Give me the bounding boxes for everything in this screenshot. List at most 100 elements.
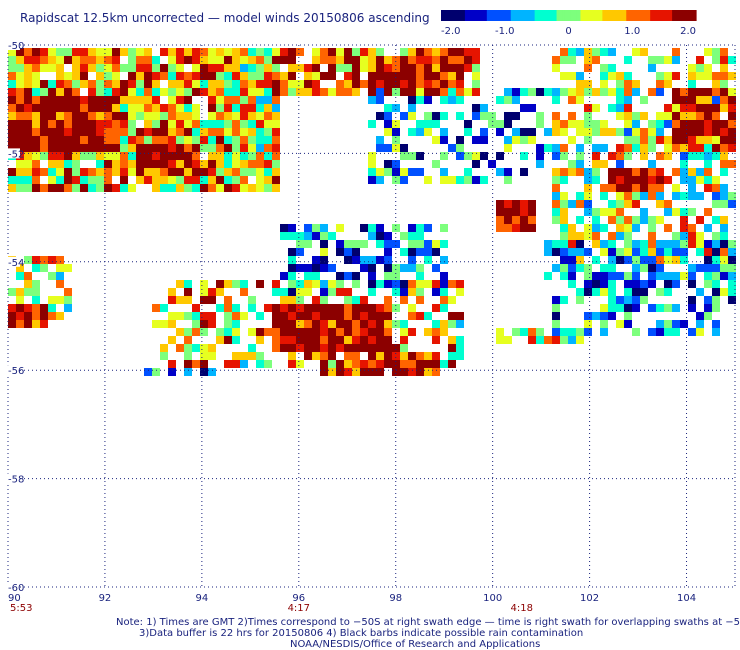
colorbar-swatch: [456, 10, 460, 21]
wind-cell: [368, 168, 376, 176]
wind-cell: [424, 72, 432, 80]
wind-cell: [472, 160, 480, 168]
wind-cell: [224, 48, 232, 56]
wind-cell: [168, 288, 176, 296]
wind-cell: [320, 288, 328, 296]
wind-cell: [320, 264, 328, 272]
wind-cell: [112, 104, 120, 112]
wind-cell: [296, 288, 304, 296]
wind-cell: [680, 144, 688, 152]
wind-cell: [392, 88, 400, 96]
wind-cell: [472, 80, 480, 88]
wind-cell: [320, 360, 328, 368]
wind-cell: [384, 264, 392, 272]
wind-cell: [496, 208, 504, 216]
wind-cell: [688, 264, 696, 272]
wind-cell: [672, 56, 680, 64]
wind-cell: [264, 184, 272, 192]
wind-cell: [128, 184, 136, 192]
wind-cell: [624, 88, 632, 96]
wind-cell: [704, 64, 712, 72]
wind-cell: [200, 280, 208, 288]
wind-cell: [248, 352, 256, 360]
colorbar-swatch: [632, 10, 635, 21]
wind-cell: [368, 64, 376, 72]
wind-cell: [496, 224, 504, 232]
wind-cell: [48, 88, 56, 96]
wind-cell: [184, 136, 192, 144]
wind-cell: [288, 264, 296, 272]
wind-cell: [176, 152, 184, 160]
wind-cell: [224, 280, 232, 288]
wind-cell: [152, 56, 160, 64]
wind-cell: [128, 96, 136, 104]
wind-cell: [576, 128, 584, 136]
wind-cell: [312, 320, 320, 328]
wind-cell: [440, 88, 448, 96]
wind-cell: [264, 112, 272, 120]
wind-cell: [312, 80, 320, 88]
wind-cell: [16, 304, 24, 312]
wind-cell: [600, 328, 608, 336]
wind-cell: [320, 304, 328, 312]
latitude-label-backdrop: [6, 473, 20, 484]
colorbar-tick-label: -2.0: [441, 26, 461, 36]
wind-cell: [464, 120, 472, 128]
wind-cell: [328, 56, 336, 64]
wind-cell: [184, 72, 192, 80]
wind-cell: [552, 312, 560, 320]
wind-cell: [608, 256, 616, 264]
wind-cell: [600, 80, 608, 88]
wind-cell: [560, 88, 568, 96]
wind-cell: [584, 136, 592, 144]
colorbar-swatch: [534, 10, 538, 21]
wind-cell: [344, 320, 352, 328]
wind-cell: [184, 88, 192, 96]
wind-cell: [208, 96, 216, 104]
wind-cell: [104, 64, 112, 72]
wind-cell: [40, 96, 48, 104]
wind-cell: [384, 336, 392, 344]
wind-cell: [296, 64, 304, 72]
wind-cell: [456, 176, 464, 184]
wind-cell: [648, 56, 656, 64]
wind-cell: [728, 272, 736, 280]
wind-cell: [184, 344, 192, 352]
wind-cell: [496, 168, 504, 176]
wind-cell: [504, 208, 512, 216]
wind-cell: [648, 144, 656, 152]
wind-cell: [696, 96, 704, 104]
colorbar-swatch: [441, 10, 444, 21]
wind-cell: [640, 152, 648, 160]
wind-cell: [208, 168, 216, 176]
wind-cell: [680, 112, 688, 120]
wind-cell: [144, 88, 152, 96]
wind-cell: [664, 176, 672, 184]
wind-cell: [600, 48, 608, 56]
wind-cell: [184, 296, 192, 304]
wind-cell: [408, 288, 416, 296]
wind-cell: [40, 112, 48, 120]
wind-cell: [104, 120, 112, 128]
wind-cell: [704, 224, 712, 232]
wind-cell: [128, 152, 136, 160]
wind-cell: [216, 144, 224, 152]
wind-cell: [240, 280, 248, 288]
wind-cell: [40, 136, 48, 144]
wind-cell: [664, 152, 672, 160]
wind-cell: [448, 280, 456, 288]
wind-cell: [72, 144, 80, 152]
wind-cell: [616, 216, 624, 224]
wind-cell: [192, 328, 200, 336]
colorbar-swatch: [692, 10, 695, 21]
wind-cell: [304, 312, 312, 320]
wind-cell: [392, 360, 400, 368]
wind-cell: [272, 56, 280, 64]
wind-cell: [144, 104, 152, 112]
wind-cell: [200, 344, 208, 352]
wind-cell: [376, 64, 384, 72]
wind-cell: [272, 136, 280, 144]
wind-cell: [368, 360, 376, 368]
wind-cell: [576, 264, 584, 272]
wind-cell: [584, 112, 592, 120]
